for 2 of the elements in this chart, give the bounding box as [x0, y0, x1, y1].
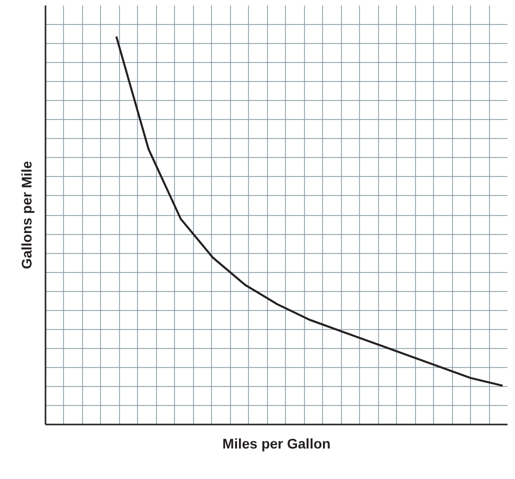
x-axis-title: Miles per Gallon — [222, 436, 331, 452]
y-axis-title: Gallons per Mile — [18, 160, 34, 270]
